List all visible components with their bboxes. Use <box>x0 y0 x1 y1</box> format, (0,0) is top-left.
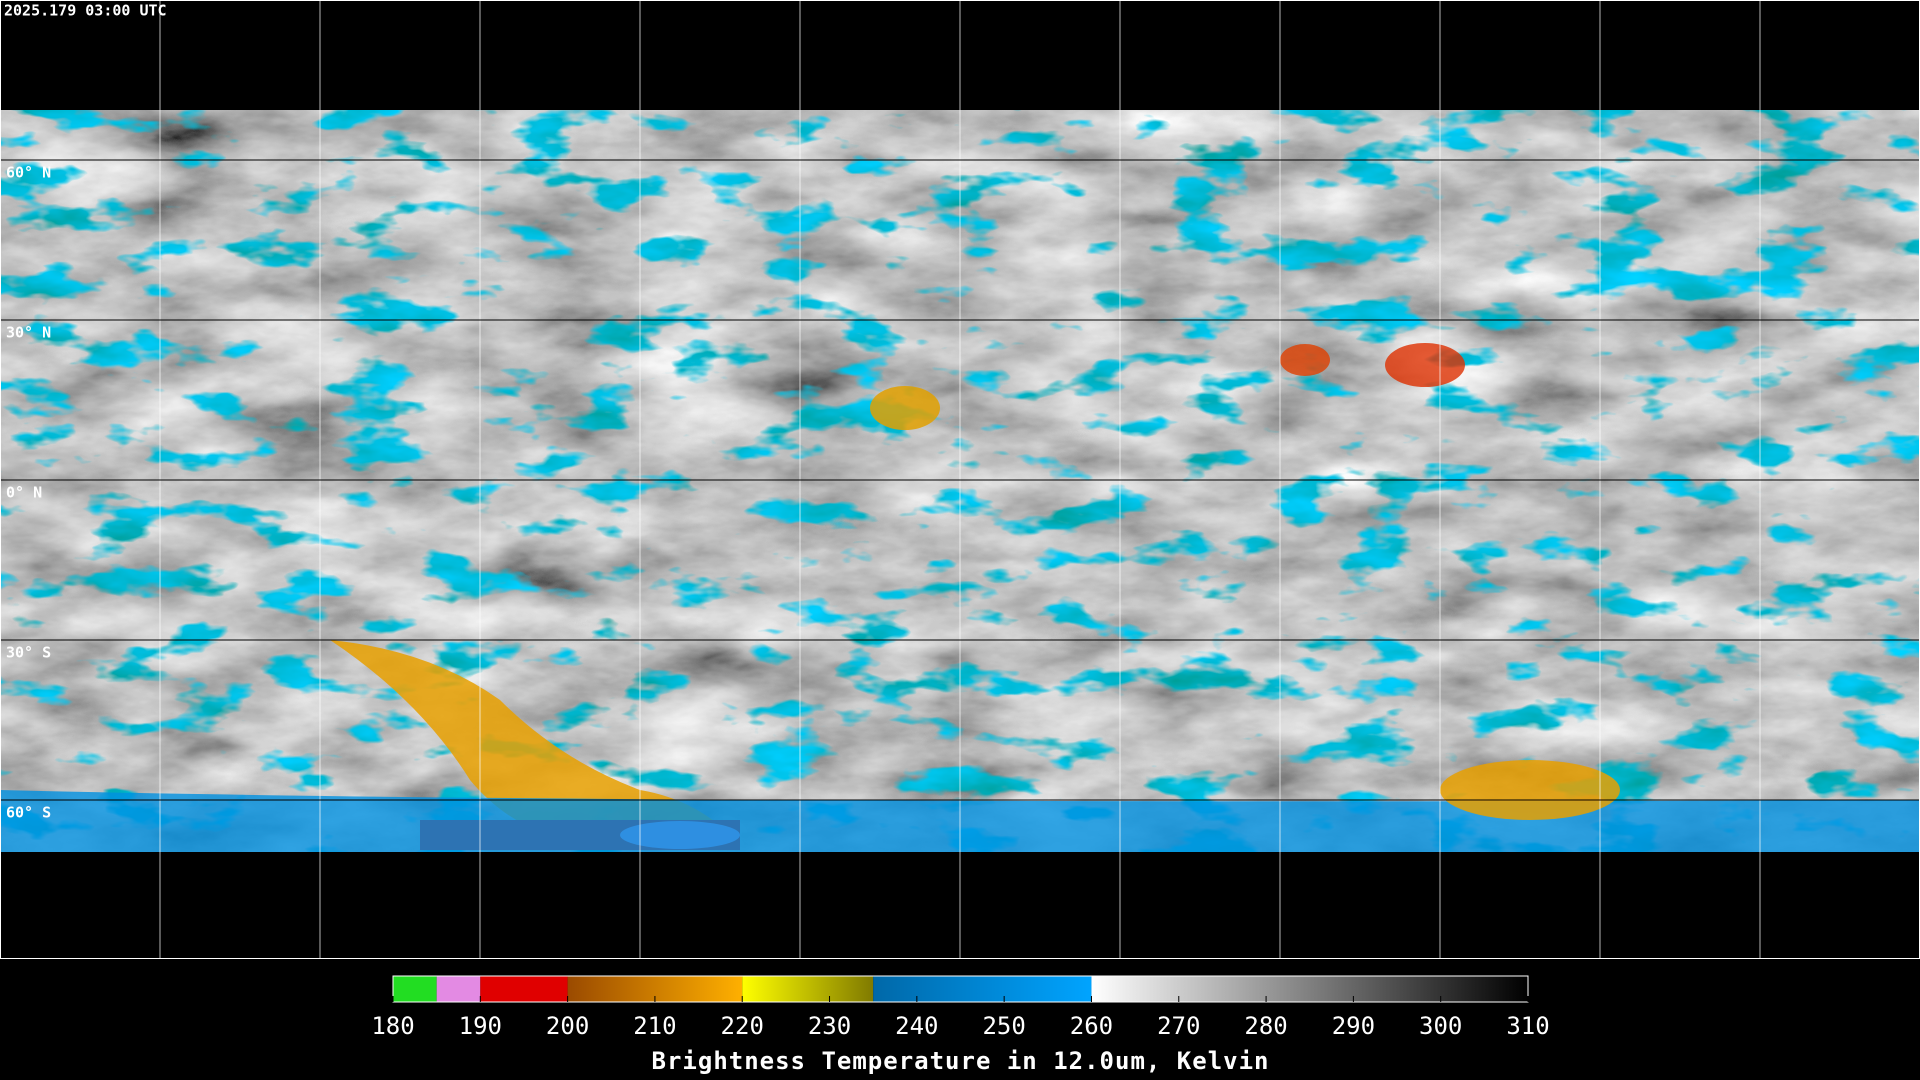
colorbar-tick-label: 310 <box>1506 1012 1549 1040</box>
colorbar-tick-label: 240 <box>895 1012 938 1040</box>
colorbar-segment <box>742 976 874 1002</box>
colorbar-segment <box>436 976 481 1002</box>
colorbar-tick-label: 230 <box>808 1012 851 1040</box>
colorbar: 180 190 200 210 220 230 240 250 260 270 280 290 300 3… <box>371 975 1550 1075</box>
latitude-label: 60° S <box>6 804 51 822</box>
colorbar-segment <box>1091 976 1528 1002</box>
latitude-label: 60° N <box>6 164 51 182</box>
timestamp: 2025.179 03:00 UTC <box>4 2 167 20</box>
colorbar-tick-label: 200 <box>546 1012 589 1040</box>
colorbar-tick-label: 300 <box>1419 1012 1462 1040</box>
colorbar-title: Brightness Temperature in 12.0um, Kelvin <box>652 1047 1270 1075</box>
storm-cell <box>1280 344 1330 376</box>
colorbar-frame <box>392 975 1529 1003</box>
colorbar-tick-label: 260 <box>1070 1012 1113 1040</box>
colorbar-tick-label: 250 <box>982 1012 1025 1040</box>
colorbar-segment <box>873 976 1092 1002</box>
colorbar-segment <box>393 976 437 1002</box>
colorbar-tick-label: 190 <box>459 1012 502 1040</box>
storm-band <box>1440 760 1620 820</box>
storm-cell <box>870 386 940 430</box>
latitude-label: 30° S <box>6 644 51 662</box>
colorbar-tick-label: 210 <box>633 1012 676 1040</box>
latitude-label: 30° N <box>6 324 51 342</box>
latitude-label: 0° N <box>6 484 42 502</box>
colorbar-tick-label: 290 <box>1332 1012 1375 1040</box>
storm-band <box>330 640 740 845</box>
colorbar-tick-label: 280 <box>1244 1012 1287 1040</box>
colorbar-tick-label: 180 <box>371 1012 414 1040</box>
colorbar-tick-label: 220 <box>721 1012 764 1040</box>
colorbar-tick-label: 270 <box>1157 1012 1200 1040</box>
storm-cell <box>1385 343 1465 387</box>
colorbar-segment <box>480 976 568 1002</box>
